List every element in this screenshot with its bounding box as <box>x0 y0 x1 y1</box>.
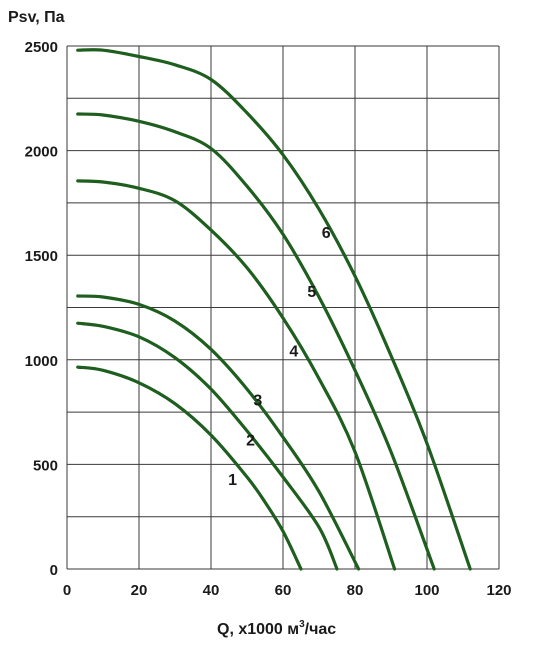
curve-6 <box>76 48 472 571</box>
y-tick-label: 0 <box>50 562 58 579</box>
x-tick-label: 120 <box>486 582 511 599</box>
curve-5 <box>76 112 436 571</box>
grid <box>66 45 500 570</box>
curve-3 <box>76 294 361 571</box>
curve-labels: 1 2 3 4 5 6 <box>228 225 331 489</box>
x-tick-label: 0 <box>63 582 71 599</box>
curves <box>76 48 472 571</box>
y-tick-label: 1500 <box>25 248 58 265</box>
y-axis-title: Psv, Па <box>8 9 65 26</box>
x-axis-title-suffix: /час <box>305 621 337 638</box>
y-tick-label: 2500 <box>25 39 58 56</box>
y-tick-label: 1000 <box>25 353 58 370</box>
curve-label-4: 4 <box>289 343 298 360</box>
curve-label-2: 2 <box>246 432 255 449</box>
tick-labels: 0 20 40 60 80 100 120 0 500 1000 1500 2000 2500 <box>25 39 512 599</box>
curve-label-5: 5 <box>307 284 316 301</box>
y-tick-label: 500 <box>33 457 58 474</box>
curve-label-1: 1 <box>228 472 237 489</box>
x-tick-label: 80 <box>347 582 364 599</box>
curve-1 <box>76 365 303 571</box>
curve-label-6: 6 <box>322 225 331 242</box>
y-tick-label: 2000 <box>25 144 58 161</box>
x-tick-label: 100 <box>414 582 439 599</box>
x-tick-label: 20 <box>131 582 148 599</box>
curve-label-3: 3 <box>253 393 262 410</box>
curve-2 <box>76 321 339 571</box>
x-axis-title: Q, x1000 м3/час <box>217 619 336 638</box>
curve-4 <box>76 179 397 571</box>
x-tick-label: 60 <box>275 582 292 599</box>
x-axis-title-superscript: 3 <box>299 619 305 630</box>
x-tick-label: 40 <box>203 582 220 599</box>
x-axis-title-prefix: Q, x1000 м <box>217 621 299 638</box>
